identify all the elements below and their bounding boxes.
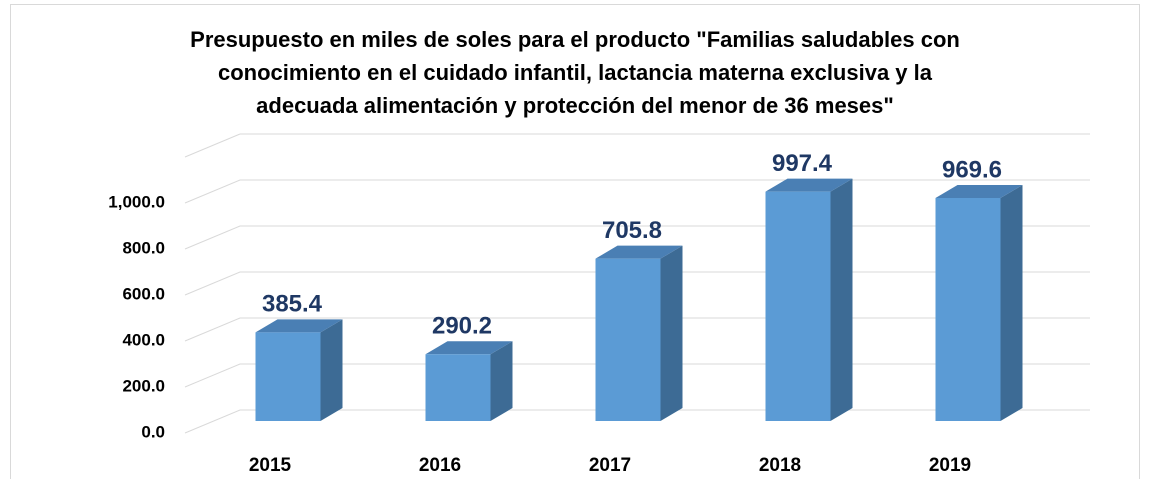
bar-top xyxy=(595,245,683,259)
chart-title: Presupuesto en miles de soles para el pr… xyxy=(190,27,960,52)
bar-top xyxy=(255,319,343,333)
bar-front xyxy=(935,197,1001,421)
y-tick-label: 200.0 xyxy=(122,376,165,395)
bar xyxy=(935,184,1023,421)
x-tick-label: 2016 xyxy=(419,455,461,476)
value-label: 290.2 xyxy=(432,313,492,340)
bar-side xyxy=(490,341,513,421)
bar-top xyxy=(935,184,1023,198)
bar-top xyxy=(425,341,513,355)
x-tick-label: 2018 xyxy=(759,455,801,476)
bar-side xyxy=(830,178,853,421)
grid-frame xyxy=(184,133,241,158)
bar-front xyxy=(595,258,661,421)
bar-front xyxy=(425,354,491,421)
bar-top xyxy=(765,178,853,192)
x-tick-label: 2015 xyxy=(249,455,292,476)
bar xyxy=(255,319,343,421)
bar-front xyxy=(765,191,831,421)
y-tick-label: 400.0 xyxy=(122,330,165,349)
bar xyxy=(595,245,683,421)
bar-side xyxy=(1000,184,1023,421)
y-tick-label: 800.0 xyxy=(122,238,165,257)
chart-title: conocimiento en el cuidado infantil, lac… xyxy=(218,60,933,85)
value-label: 705.8 xyxy=(602,217,662,244)
y-tick-label: 600.0 xyxy=(122,284,165,303)
bar xyxy=(425,341,513,421)
value-label: 969.6 xyxy=(942,156,1002,183)
bar-side xyxy=(660,245,683,421)
value-label: 385.4 xyxy=(262,291,323,318)
y-tick-label: 1,000.0 xyxy=(108,192,165,211)
chart-title: adecuada alimentación y protección del m… xyxy=(256,93,894,118)
x-tick-label: 2017 xyxy=(589,455,631,476)
chart-border xyxy=(10,4,1140,479)
x-tick-label: 2019 xyxy=(929,455,971,476)
bar xyxy=(765,178,853,421)
bar-front xyxy=(255,332,321,421)
bar-side xyxy=(320,319,343,421)
value-label: 997.4 xyxy=(772,150,833,177)
y-tick-label: 0.0 xyxy=(141,422,165,441)
